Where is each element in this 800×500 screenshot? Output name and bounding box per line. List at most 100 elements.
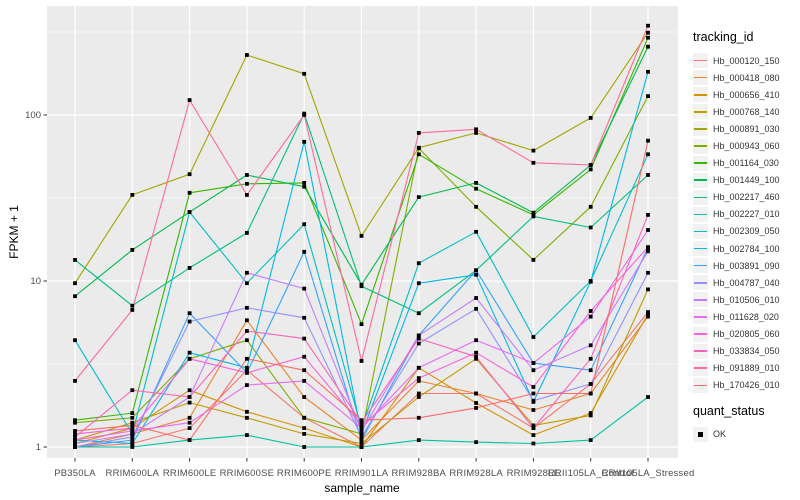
y-tick-label: 1 xyxy=(35,441,41,453)
data-point xyxy=(646,245,650,249)
legend-item-label: Hb_000943_060 xyxy=(713,141,780,152)
data-point xyxy=(130,426,135,430)
series-line-key-icon xyxy=(693,189,708,205)
data-point xyxy=(588,411,593,415)
data-point xyxy=(302,426,307,430)
data-point xyxy=(130,388,135,393)
series-line-key-icon xyxy=(693,53,708,69)
data-point xyxy=(474,268,478,273)
data-point xyxy=(646,312,650,317)
series-line-key-icon xyxy=(693,258,708,274)
legend-item-Hb_002217_460: Hb_002217_460 xyxy=(693,189,799,206)
data-point xyxy=(646,173,650,177)
data-point xyxy=(302,286,307,291)
data-point xyxy=(245,365,249,370)
data-point xyxy=(359,441,364,446)
data-point xyxy=(73,338,77,343)
data-point xyxy=(588,167,593,172)
data-point xyxy=(416,336,421,341)
series-color-line xyxy=(694,247,707,250)
data-point xyxy=(416,146,421,151)
data-point xyxy=(646,152,650,157)
data-point xyxy=(416,415,421,420)
data-point xyxy=(187,438,192,442)
series-color-line xyxy=(694,384,707,387)
data-point xyxy=(73,258,77,262)
series-color-line xyxy=(694,196,707,199)
x-tick-label: PB350LA xyxy=(54,468,96,479)
data-point xyxy=(302,415,307,420)
series-color-line xyxy=(694,93,707,96)
data-point xyxy=(531,160,536,165)
data-point xyxy=(302,354,307,359)
data-point xyxy=(474,186,478,191)
data-point xyxy=(588,438,593,442)
data-point xyxy=(588,413,593,418)
series-color-line xyxy=(694,59,707,62)
data-point xyxy=(474,440,478,444)
data-point xyxy=(474,204,478,209)
data-point xyxy=(359,234,364,238)
legend-item-Hb_000656_410: Hb_000656_410 xyxy=(693,86,799,103)
legend-item-label: Hb_010506_010 xyxy=(713,294,780,305)
quant-ok-label: OK xyxy=(713,429,727,440)
y-axis-title: FPKM + 1 xyxy=(7,205,21,259)
data-point xyxy=(130,303,135,308)
data-point xyxy=(73,445,77,449)
data-point xyxy=(646,228,650,232)
legend-item-label: Hb_170426_010 xyxy=(713,380,780,391)
data-point xyxy=(474,181,478,185)
data-point xyxy=(73,379,77,383)
data-point xyxy=(646,249,650,254)
data-point xyxy=(130,441,135,446)
x-tick-label: RRII105LA_Stressed xyxy=(601,468,695,479)
data-point xyxy=(359,359,364,363)
legend-item-label: Hb_002217_460 xyxy=(713,192,780,203)
data-point xyxy=(245,409,249,414)
series-line-key-icon xyxy=(693,223,708,239)
data-point xyxy=(474,229,478,234)
legend: tracking_id Hb_000120_150 Hb_000418_080 Hb… xyxy=(693,30,799,443)
x-tick-label: RRII105LA_Control xyxy=(547,468,634,479)
data-point xyxy=(73,281,77,286)
series-color-line xyxy=(694,367,707,370)
data-point xyxy=(245,193,249,197)
data-point xyxy=(531,423,536,428)
data-point xyxy=(359,284,364,289)
data-point xyxy=(588,309,593,313)
series-color-line xyxy=(694,350,707,352)
data-point xyxy=(416,131,421,135)
data-point xyxy=(302,181,307,185)
series-color-line xyxy=(694,281,707,284)
data-point xyxy=(302,184,307,189)
legend-title-quant-status: quant_status xyxy=(693,403,765,418)
series-color-line xyxy=(694,316,707,318)
data-point xyxy=(245,338,249,343)
legend-item-label: Hb_001449_100 xyxy=(713,175,780,186)
data-point xyxy=(187,190,192,195)
data-point xyxy=(646,314,650,319)
data-point xyxy=(416,311,421,316)
data-point xyxy=(245,329,249,333)
data-point xyxy=(588,356,593,361)
x-tick-label: RRIM600LE xyxy=(162,468,217,479)
data-point xyxy=(73,441,77,446)
data-point xyxy=(646,395,650,399)
data-point xyxy=(245,270,249,275)
data-point xyxy=(130,420,135,425)
data-point xyxy=(646,270,650,275)
series-line-key-icon xyxy=(693,275,708,291)
series-color-line xyxy=(694,264,707,267)
legend-item-Hb_033834_050: Hb_033834_050 xyxy=(693,343,799,360)
series-line-key-icon xyxy=(693,326,708,342)
legend-item-label: Hb_091889_010 xyxy=(713,363,780,374)
data-point xyxy=(245,370,249,375)
data-point xyxy=(245,368,249,373)
legend-item-Hb_002227_010: Hb_002227_010 xyxy=(693,206,799,223)
data-point xyxy=(245,53,249,57)
data-point xyxy=(646,69,650,74)
data-point xyxy=(187,426,192,430)
series-color-line xyxy=(694,213,707,216)
data-point xyxy=(302,71,307,76)
data-point xyxy=(245,173,249,177)
